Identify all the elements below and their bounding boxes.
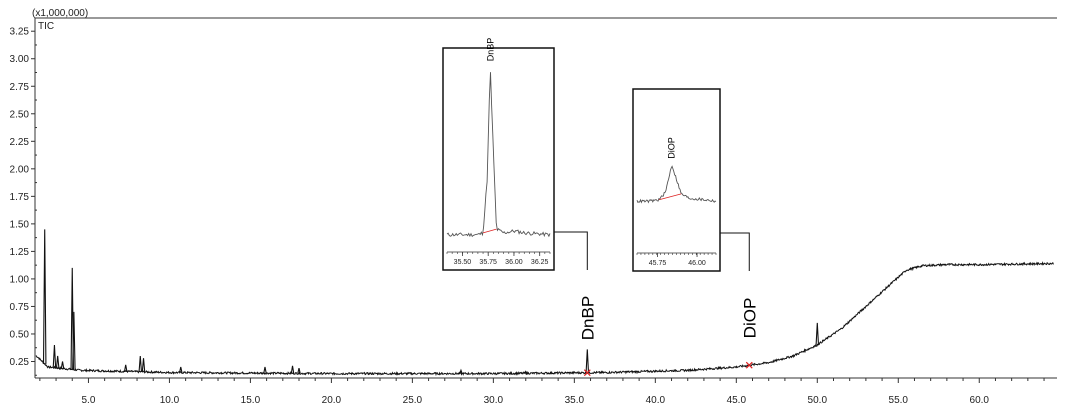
y-tick-label: 1.75: [10, 192, 30, 203]
x-tick-label: 30.0: [484, 395, 504, 406]
inset-frame: [442, 47, 555, 271]
peak-spike: [52, 344, 57, 368]
x-tick-label: 10.0: [160, 395, 180, 406]
insets: 35.50 35.75 36.00 36.25 DnBP 45.75 46.00 DiOP: [442, 38, 750, 272]
x-tick-label: 55.0: [889, 395, 909, 406]
inset-integration-line: [482, 228, 497, 234]
y-tick-label: 0.25: [10, 357, 30, 368]
inset-x-tick-label: 36.25: [531, 259, 549, 266]
inset-x-tick-label: 35.75: [479, 259, 497, 266]
inset-label: DiOP: [667, 137, 677, 159]
tic-line: [35, 261, 1054, 377]
y-tick-label: 0.75: [10, 302, 30, 313]
y-tick-label: 0.50: [10, 329, 30, 340]
trace-label: TIC: [38, 21, 54, 32]
inset-trace: [636, 165, 717, 204]
peak-label-dnbp: DnBP: [578, 296, 597, 340]
peak-label-diop: DiOP: [740, 298, 759, 339]
peak-spike: [290, 365, 295, 374]
peak-spike: [123, 364, 128, 372]
peak-spike: [263, 366, 267, 374]
y-tick-label: 3.00: [10, 54, 30, 65]
x-tick-label: 50.0: [808, 395, 828, 406]
y-ticks: 0.25 0.50 0.75 1.00 1.25 1.50 1.75 2.00 2.25 2.50…: [10, 27, 37, 376]
inset-x-tick-label: 36.00: [505, 259, 523, 266]
inset-leader-line: [720, 232, 750, 271]
peak-marker: [745, 361, 753, 369]
peak-spike: [524, 370, 528, 374]
inset-trace: [446, 72, 551, 238]
inset-x-tick-label: 46.00: [688, 260, 706, 267]
x-tick-label: 5.0: [81, 395, 95, 406]
peak-spike: [138, 355, 143, 372]
x-tick-label: 25.0: [403, 395, 423, 406]
peak-spike: [60, 361, 65, 369]
inset-label: DnBP: [485, 38, 495, 62]
inset-diop: 45.75 46.00 DiOP: [632, 88, 750, 272]
x-tick-label: 40.0: [646, 395, 666, 406]
peak-spike: [815, 322, 820, 346]
y-tick-label: 3.25: [10, 27, 30, 38]
x-tick-label: 45.0: [727, 395, 747, 406]
inset-dnbp: 35.50 35.75 36.00 36.25 DnBP: [442, 38, 588, 271]
x-ticks: 5.0 10.0 15.0 20.0 25.0 30.0 35.0 40.0 45.0 50.0 5…: [39, 378, 1045, 406]
peak-spike: [179, 366, 183, 373]
x-tick-label: 15.0: [241, 395, 261, 406]
peak-spike: [459, 368, 463, 374]
x-tick-label: 35.0: [565, 395, 585, 406]
peak-annotations: DnBP DiOP: [578, 296, 759, 377]
peak-spike: [55, 355, 60, 369]
inset-x-tick-label: 35.50: [454, 259, 472, 266]
peak-spike: [72, 311, 76, 370]
y-tick-label: 1.50: [10, 219, 30, 230]
peak-spike: [42, 229, 47, 364]
peak-spike: [141, 358, 146, 372]
y-tick-label: 1.25: [10, 247, 30, 258]
y-tick-label: 2.50: [10, 109, 30, 120]
scale-label: (x1,000,000): [32, 8, 88, 19]
peak-marker: [583, 369, 591, 377]
x-tick-label: 60.0: [970, 395, 990, 406]
inset-x-tick-label: 45.75: [649, 260, 667, 267]
inset-leader-line: [554, 231, 588, 270]
y-tick-label: 1.00: [10, 274, 30, 285]
peak-spike: [585, 349, 590, 373]
y-tick-label: 2.75: [10, 82, 30, 93]
y-tick-label: 2.25: [10, 137, 30, 148]
y-tick-label: 2.00: [10, 164, 30, 175]
tic-trace: [35, 229, 1054, 377]
inset-integration-line: [659, 193, 682, 201]
peak-spike: [297, 367, 301, 374]
x-tick-label: 20.0: [322, 395, 342, 406]
